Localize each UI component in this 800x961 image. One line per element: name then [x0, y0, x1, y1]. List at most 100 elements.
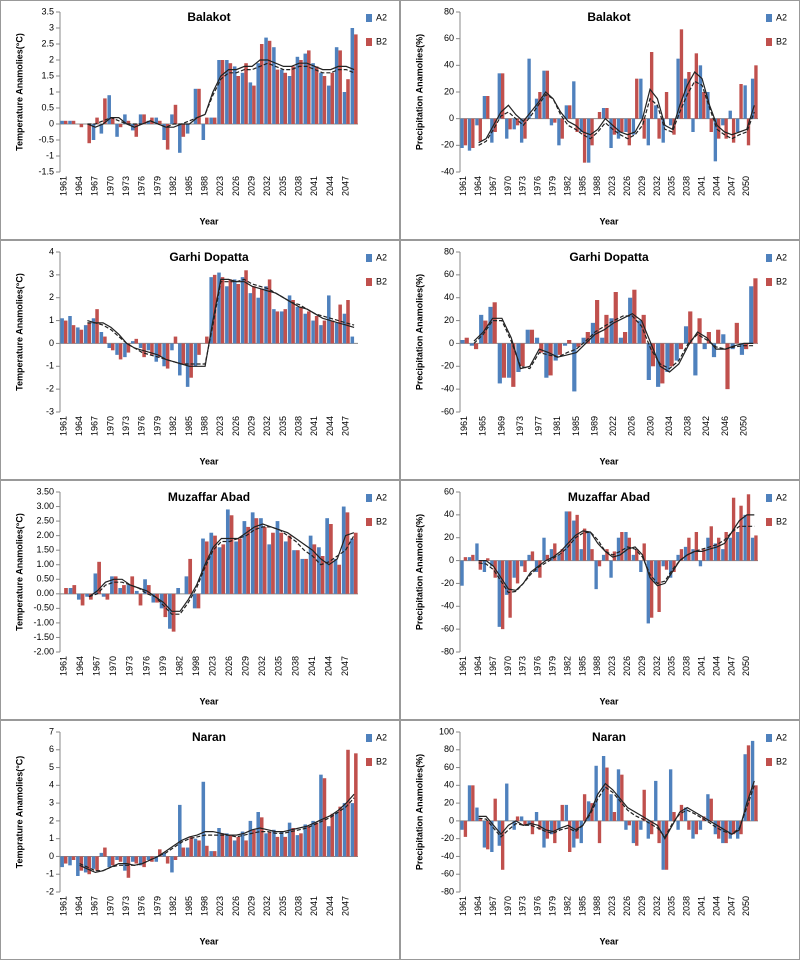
bar — [646, 118, 650, 146]
bar — [660, 343, 665, 384]
panel-border — [0, 240, 400, 480]
bar — [246, 526, 250, 594]
bar — [163, 593, 168, 618]
bar — [327, 295, 331, 344]
x-tick-label: 2035 — [274, 656, 284, 676]
y-tick-label: 4 — [49, 246, 54, 256]
y-tick-label: 40 — [444, 60, 454, 70]
bar — [275, 521, 280, 594]
bar — [650, 343, 656, 367]
trend-line — [473, 312, 754, 373]
x-tick-label: 1973 — [121, 896, 131, 916]
y-tick-label: 1 — [49, 86, 54, 96]
bar — [212, 117, 217, 124]
bar — [307, 826, 311, 857]
bar — [698, 820, 703, 830]
bar — [225, 833, 229, 857]
bar — [516, 343, 521, 372]
x-tick-label: 2047 — [341, 896, 351, 916]
bar — [676, 554, 680, 561]
bar — [560, 549, 564, 561]
y-tick-label: -80 — [441, 646, 454, 656]
x-tick-label: 1973 — [518, 176, 528, 196]
bar — [79, 856, 84, 871]
bar — [672, 812, 676, 821]
x-tick-label: 2047 — [341, 176, 351, 196]
bar — [483, 320, 488, 344]
bar — [642, 543, 646, 561]
bar — [95, 309, 99, 344]
bar — [754, 785, 758, 821]
legend-swatch — [766, 518, 772, 526]
bar — [143, 579, 147, 594]
y-tick-label: 2.50 — [36, 515, 54, 525]
bar — [754, 65, 758, 119]
x-tick-label: 1988 — [592, 656, 602, 676]
y-tick-label: 7 — [49, 726, 54, 736]
y-tick-label: 4 — [49, 780, 54, 790]
bar — [564, 804, 569, 821]
y-tick-label: 2 — [49, 292, 54, 302]
bar — [217, 60, 221, 124]
bar — [101, 593, 106, 597]
bar — [646, 820, 650, 839]
bar — [544, 343, 549, 378]
bar — [97, 561, 101, 594]
bar — [307, 50, 311, 124]
legend-swatch — [766, 734, 772, 742]
bar — [500, 560, 505, 630]
y-tick-label: 20 — [444, 86, 454, 96]
bar — [295, 306, 300, 344]
legend-label: B2 — [376, 756, 387, 766]
x-tick-label: 1985 — [571, 416, 581, 436]
bar — [311, 320, 315, 344]
x-tick-label: 1961 — [58, 416, 68, 436]
y-tick-label: 3 — [49, 22, 54, 32]
bar — [279, 69, 284, 124]
bar — [287, 295, 292, 344]
x-tick-label: 2046 — [720, 416, 730, 436]
bar — [99, 332, 104, 344]
bar — [325, 518, 330, 594]
x-tick-label: 2035 — [278, 416, 288, 436]
bar — [542, 820, 546, 848]
bar — [482, 560, 487, 572]
bar — [538, 92, 542, 119]
bar — [220, 833, 225, 857]
x-tick-label: 1988 — [592, 176, 602, 196]
trend-line — [87, 62, 355, 128]
bar — [595, 300, 600, 344]
y-tick-label: 5 — [49, 762, 54, 772]
y-tick-label: 0 — [49, 851, 54, 861]
y-tick-label: 3.50 — [36, 486, 54, 496]
bar — [350, 538, 354, 594]
y-tick-label: 0 — [449, 555, 454, 565]
bar — [545, 70, 550, 119]
bar — [64, 588, 68, 594]
x-tick-label: 1970 — [503, 656, 513, 676]
bar — [739, 343, 745, 355]
bar — [146, 585, 151, 594]
bar — [178, 124, 182, 153]
bar — [252, 829, 256, 857]
x-tick-label: 2026 — [622, 176, 632, 196]
bar — [259, 817, 264, 857]
bar — [154, 117, 159, 124]
bar — [267, 279, 272, 344]
bar — [248, 820, 253, 857]
bar — [581, 337, 586, 344]
bar — [225, 286, 229, 344]
bar — [173, 856, 178, 860]
bar — [515, 816, 520, 821]
bar — [256, 812, 260, 857]
bar — [87, 322, 91, 344]
legend-swatch — [766, 38, 772, 46]
bar — [204, 541, 209, 594]
bar — [103, 847, 107, 857]
bar — [234, 541, 238, 594]
bar — [271, 532, 275, 594]
bar — [212, 851, 217, 857]
bar — [275, 311, 280, 344]
x-tick-label: 1976 — [533, 656, 543, 676]
bar — [568, 511, 572, 561]
